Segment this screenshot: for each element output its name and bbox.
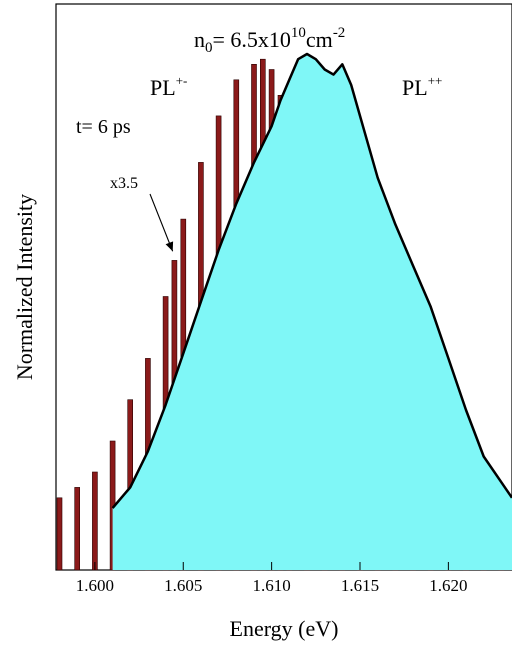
time-label: t= 6 ps — [76, 116, 131, 138]
pl-cross-bar — [92, 471, 98, 571]
pl-cross-label: PL+- — [150, 73, 187, 100]
x-tick-label: 1.600 — [76, 576, 114, 595]
x-tick-label: 1.610 — [253, 576, 291, 595]
x-tick-label: 1.615 — [341, 576, 379, 595]
x-tick-label: 1.620 — [429, 576, 467, 595]
pl-cross-bar — [56, 497, 63, 571]
x-axis-label: Energy (eV) — [230, 616, 339, 641]
pl-cross-bar — [74, 487, 80, 571]
x-tick-label: 1.605 — [164, 576, 202, 595]
scale-arrow-head — [165, 241, 174, 252]
scale-label: x3.5 — [110, 175, 138, 192]
x-ticks: 1.600 1.605 1.610 1.615 1.620 — [76, 562, 467, 595]
pl-co-label: PL++ — [402, 73, 442, 100]
density-annotation: n0= 6.5x1010cm-2 — [194, 25, 345, 56]
y-axis-label: Normalized Intensity — [12, 194, 37, 380]
scale-arrow — [149, 193, 174, 252]
pl-co-line — [111, 52, 512, 509]
pl-co-fill — [112, 54, 512, 570]
